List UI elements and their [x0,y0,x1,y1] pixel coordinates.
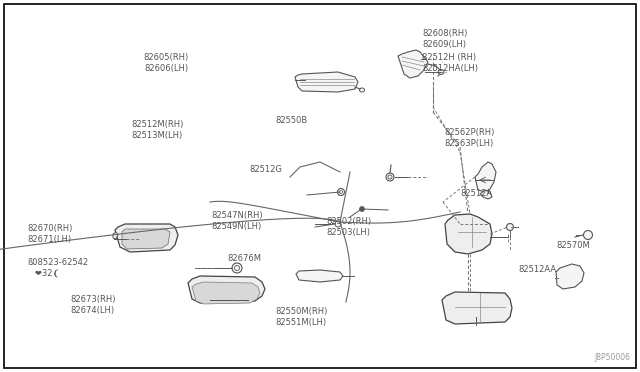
Text: 82502(RH)
82503(LH): 82502(RH) 82503(LH) [326,217,372,237]
Polygon shape [115,224,178,252]
Ellipse shape [506,224,513,231]
Polygon shape [556,264,584,289]
Polygon shape [192,282,260,304]
Ellipse shape [337,189,344,196]
Ellipse shape [339,190,342,193]
Text: ß08523-62542
   ❤32❨: ß08523-62542 ❤32❨ [27,258,88,278]
Text: 82676M: 82676M [227,254,261,263]
Text: 82562P(RH)
82563P(LH): 82562P(RH) 82563P(LH) [445,128,495,148]
Polygon shape [296,270,343,282]
Polygon shape [188,276,265,303]
Text: 82550M(RH)
82551M(LH): 82550M(RH) 82551M(LH) [275,307,328,327]
Ellipse shape [386,173,394,181]
Ellipse shape [438,70,444,74]
Polygon shape [480,190,492,199]
Polygon shape [122,229,170,249]
Text: 82512M(RH)
82513M(LH): 82512M(RH) 82513M(LH) [131,120,184,140]
Ellipse shape [360,88,365,92]
Polygon shape [295,72,358,92]
Text: 82605(RH)
82606(LH): 82605(RH) 82606(LH) [143,53,189,73]
Text: 82512G: 82512G [250,165,282,174]
Polygon shape [475,162,496,192]
Text: 82570M: 82570M [557,241,591,250]
Text: 82550B: 82550B [275,116,307,125]
Text: 82512AA: 82512AA [518,265,557,274]
Text: 82608(RH)
82609(LH): 82608(RH) 82609(LH) [422,29,468,49]
Polygon shape [113,232,118,239]
Text: 82673(RH)
82674(LH): 82673(RH) 82674(LH) [70,295,116,315]
Ellipse shape [584,231,593,240]
Ellipse shape [232,263,242,273]
Text: J8P50006: J8P50006 [594,353,630,362]
Polygon shape [398,50,428,78]
Text: 82670(RH)
82671(LH): 82670(RH) 82671(LH) [27,224,72,244]
Ellipse shape [234,266,239,270]
Text: 82547N(RH)
82549N(LH): 82547N(RH) 82549N(LH) [211,211,263,231]
Polygon shape [445,214,492,254]
Ellipse shape [388,175,392,179]
Text: 82512A: 82512A [461,189,493,198]
Ellipse shape [360,206,365,212]
Ellipse shape [335,221,341,227]
Text: 82512H (RH)
82512HA(LH): 82512H (RH) 82512HA(LH) [422,53,479,73]
Polygon shape [442,292,512,324]
